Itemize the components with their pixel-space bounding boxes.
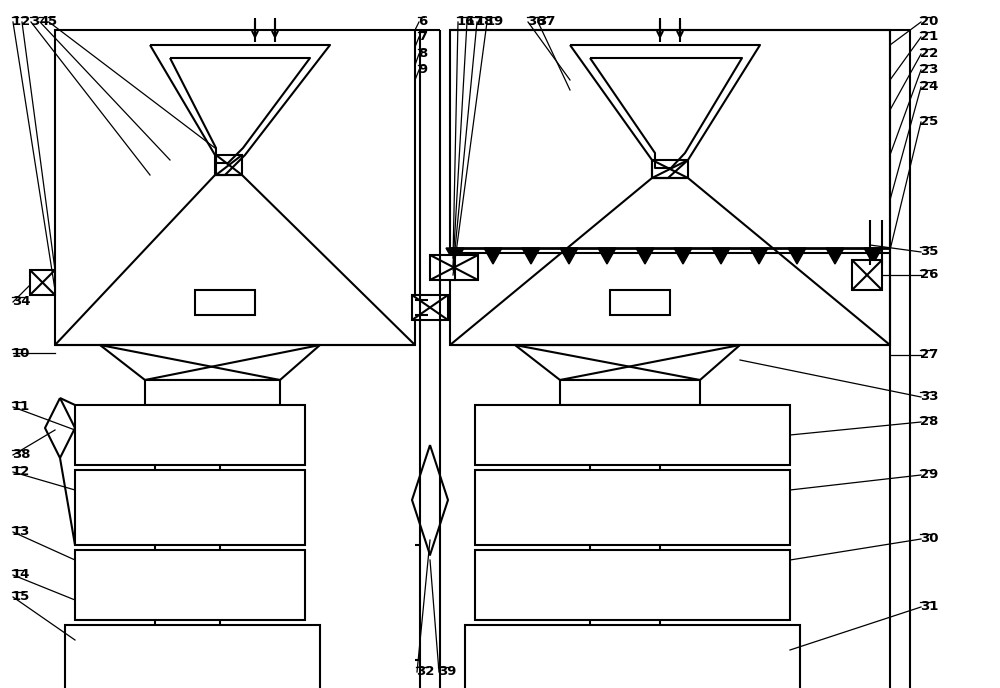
Bar [145,380,280,405]
Bar [450,30,890,345]
Polygon shape [598,248,616,264]
Bar [652,160,688,178]
Bar [453,255,478,280]
Text: 26: 26 [920,268,938,281]
Bar [560,380,700,405]
Bar [216,155,242,175]
Polygon shape [560,248,578,264]
Text: 6: 6 [418,15,427,28]
Bar [430,255,455,280]
Text: 29: 29 [920,468,938,481]
Bar [475,470,790,545]
Text: 16: 16 [457,15,475,28]
Text: 22: 22 [920,47,938,60]
Text: 12: 12 [12,465,30,478]
Polygon shape [484,248,502,264]
Text: 11: 11 [12,400,30,413]
Polygon shape [788,248,806,264]
Polygon shape [712,248,730,264]
Text: 37: 37 [537,15,555,28]
Text: 25: 25 [920,115,938,128]
Text: 35: 35 [920,245,938,258]
Text: 23: 23 [920,63,938,76]
Text: 21: 21 [920,30,938,43]
Text: 28: 28 [920,415,938,428]
Text: 33: 33 [920,390,938,403]
Bar [75,405,305,465]
Bar [852,260,882,290]
Text: 36: 36 [527,15,546,28]
Polygon shape [750,248,768,264]
Text: 7: 7 [418,30,427,43]
Text: 8: 8 [418,47,427,60]
Text: 30: 30 [920,532,938,545]
Text: 5: 5 [48,15,57,28]
Text: 39: 39 [438,665,456,678]
Text: 3: 3 [30,15,39,28]
Text: 27: 27 [920,348,938,361]
Text: 1: 1 [12,15,21,28]
Bar [65,625,320,688]
Bar [475,550,790,620]
Text: 31: 31 [920,600,938,613]
Polygon shape [446,248,464,264]
Bar [195,290,255,315]
Text: 9: 9 [418,63,427,76]
Text: 17: 17 [466,15,484,28]
Text: 15: 15 [12,590,30,603]
Text: 20: 20 [920,15,938,28]
Polygon shape [674,248,692,264]
Polygon shape [636,248,654,264]
Text: 10: 10 [12,347,30,360]
Text: 34: 34 [12,295,30,308]
Text: 32: 32 [416,665,434,678]
Text: 4: 4 [39,15,48,28]
Text: 2: 2 [21,15,30,28]
Bar [55,30,415,345]
Bar [475,405,790,465]
Text: 38: 38 [12,448,30,461]
Polygon shape [864,248,882,264]
Bar [465,625,800,688]
Text: 19: 19 [486,15,504,28]
Bar [75,470,305,545]
Polygon shape [522,248,540,264]
Text: 24: 24 [920,80,938,93]
Text: 18: 18 [476,15,494,28]
Text: 13: 13 [12,525,30,538]
Bar [610,290,670,315]
Bar [30,270,55,295]
Bar [75,550,305,620]
Bar [412,295,448,320]
Polygon shape [826,248,844,264]
Text: 14: 14 [12,568,30,581]
